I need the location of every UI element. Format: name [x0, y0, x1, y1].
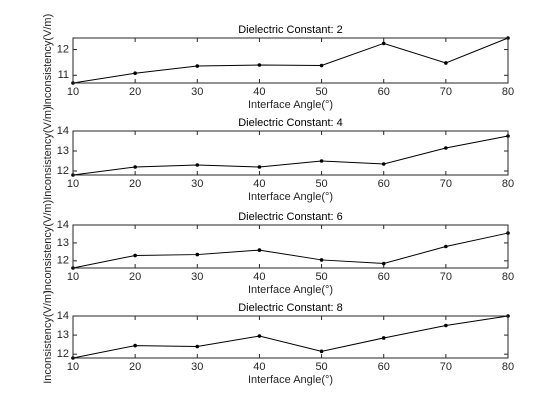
- data-point: [195, 344, 200, 349]
- y-tick-label: 12: [57, 255, 69, 267]
- series-line: [72, 232, 509, 269]
- subplot-title: Dielectric Constant: 4: [238, 117, 343, 129]
- data-point: [319, 159, 324, 163]
- x-tick-label: 70: [440, 361, 452, 373]
- x-axis-label: Interface Angle(°): [248, 191, 333, 203]
- series-line: [72, 135, 509, 176]
- data-point: [381, 41, 386, 46]
- x-tick-label: 80: [502, 271, 514, 283]
- data-point: [444, 323, 448, 328]
- x-tick-label: 10: [67, 271, 79, 283]
- x-tick-label: 70: [440, 178, 452, 190]
- x-tick-label: 40: [253, 361, 265, 373]
- data-point: [257, 165, 262, 169]
- y-tick-label: 12: [57, 165, 69, 177]
- subplot-title: Dielectric Constant: 6: [238, 211, 343, 223]
- subplot-title: Dielectric Constant: 8: [238, 302, 343, 314]
- x-tick-label: 80: [502, 361, 514, 373]
- axes-box: [72, 130, 509, 176]
- subplot-title: Dielectric Constant: 2: [238, 24, 343, 36]
- y-tick-label: 13: [57, 145, 69, 157]
- y-axis-label: Inconsistency(V/m): [42, 290, 54, 384]
- y-tick-label: 12: [57, 43, 69, 55]
- axes-box: [72, 37, 509, 84]
- data-point: [133, 71, 137, 76]
- x-tick-label: 40: [253, 271, 265, 283]
- data-point: [444, 146, 448, 150]
- y-tick-label: 12: [57, 348, 69, 360]
- plot-area: [73, 316, 508, 358]
- data-point: [195, 64, 200, 68]
- y-tick-label: 14: [57, 125, 69, 137]
- x-tick-label: 50: [315, 178, 327, 190]
- x-tick-label: 60: [378, 361, 390, 373]
- x-tick-label: 30: [191, 271, 203, 283]
- y-axis-label: Inconsistency(V/m): [42, 200, 54, 294]
- x-tick-label: 50: [315, 86, 327, 98]
- series-line: [72, 37, 509, 84]
- y-tick-label: 13: [57, 329, 69, 341]
- x-tick-label: 80: [502, 86, 514, 98]
- x-tick-label: 60: [378, 178, 390, 190]
- data-point: [381, 261, 386, 266]
- data-point: [381, 162, 386, 166]
- plot-area: [73, 225, 508, 268]
- axes-box: [72, 224, 509, 269]
- plot-area: [73, 131, 508, 175]
- data-point: [381, 336, 386, 340]
- x-tick-label: 20: [129, 361, 141, 373]
- x-tick-label: 20: [129, 178, 141, 190]
- x-tick-label: 70: [440, 271, 452, 283]
- x-tick-label: 20: [129, 271, 141, 283]
- x-tick-label: 30: [191, 86, 203, 98]
- x-tick-label: 80: [502, 178, 514, 190]
- data-point: [257, 334, 262, 338]
- y-tick-label: 14: [57, 310, 69, 322]
- x-tick-label: 30: [191, 178, 203, 190]
- data-point: [444, 61, 448, 65]
- x-tick-label: 30: [191, 361, 203, 373]
- y-tick-label: 13: [57, 237, 69, 249]
- data-point: [133, 165, 137, 169]
- data-point: [133, 253, 137, 258]
- x-tick-label: 10: [67, 86, 79, 98]
- data-point: [319, 258, 324, 262]
- x-axis-label: Interface Angle(°): [248, 99, 333, 111]
- x-axis-label: Interface Angle(°): [248, 374, 333, 386]
- y-axis-label: Inconsistency(V/m): [42, 14, 54, 108]
- series-line: [72, 315, 509, 359]
- y-axis-label: Inconsistency(V/m): [42, 106, 54, 200]
- data-point: [319, 349, 324, 354]
- data-point: [257, 63, 262, 67]
- x-tick-label: 70: [440, 86, 452, 98]
- x-axis-label: Interface Angle(°): [248, 284, 333, 296]
- data-point: [133, 343, 137, 348]
- x-tick-label: 20: [129, 86, 141, 98]
- x-tick-label: 50: [315, 361, 327, 373]
- data-point: [195, 163, 200, 167]
- x-tick-label: 40: [253, 86, 265, 98]
- data-point: [195, 252, 200, 257]
- data-point: [319, 63, 324, 68]
- x-tick-label: 60: [378, 271, 390, 283]
- y-tick-label: 11: [58, 69, 69, 81]
- x-tick-label: 50: [315, 271, 327, 283]
- data-point: [257, 248, 262, 252]
- plot-area: [73, 38, 508, 83]
- y-tick-label: 14: [57, 219, 69, 231]
- data-point: [444, 244, 448, 249]
- x-tick-label: 40: [253, 178, 265, 190]
- x-tick-label: 10: [67, 178, 79, 190]
- axes-box: [72, 315, 509, 359]
- x-tick-label: 10: [67, 361, 79, 373]
- x-tick-label: 60: [378, 86, 390, 98]
